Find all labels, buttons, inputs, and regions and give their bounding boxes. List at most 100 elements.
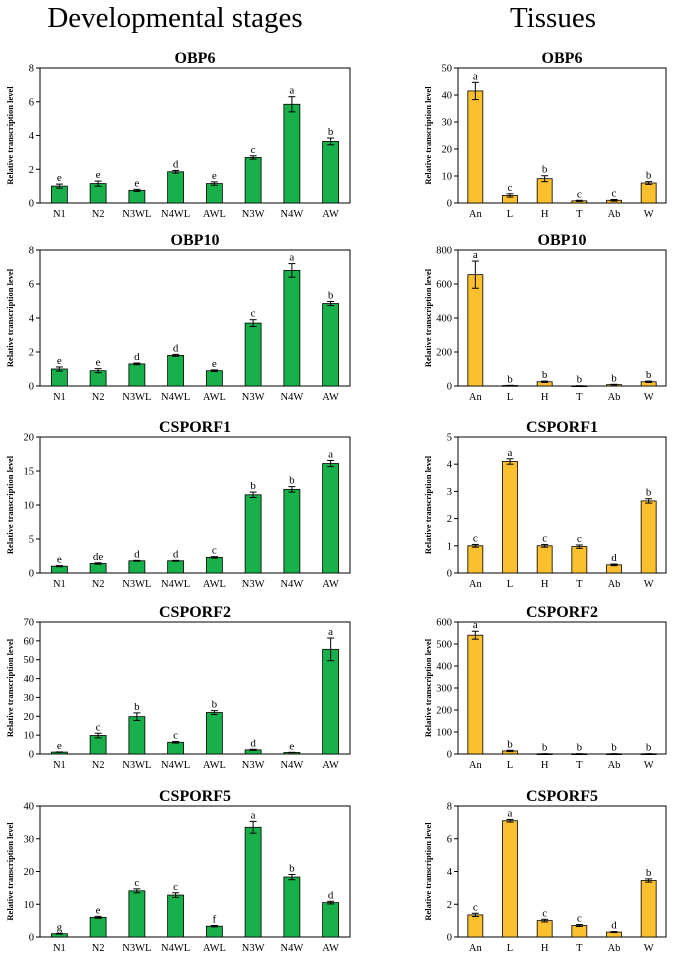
chart-tissues-csporf5-bar-h bbox=[536, 920, 553, 938]
chart-tissues-obp6-ytick-label: 20 bbox=[442, 145, 453, 156]
chart-stages-obp10-xtick-label-n3wl: N3WL bbox=[122, 392, 151, 403]
chart-stages-csporf2-bar-aw bbox=[322, 648, 340, 755]
chart-stages-obp10-ylabel: Relative transcription level bbox=[5, 268, 15, 367]
chart-stages-obp10-xtick-label-n4w: N4W bbox=[281, 392, 304, 403]
chart-stages-csporf5-plot-frame bbox=[39, 805, 351, 938]
chart-tissues-csporf5-ytick-label: 0 bbox=[447, 933, 452, 944]
chart-stages-obp6-sig-label-n1: e bbox=[57, 172, 62, 184]
chart-tissues-csporf1-xtick-label-t: T bbox=[576, 579, 583, 590]
chart-tissues-obp10-ylabel: Relative transcription level bbox=[423, 268, 433, 367]
chart-tissues-csporf2-title: CSPORF2 bbox=[526, 604, 598, 621]
chart-stages-obp6-xtick-label-n4wl: N4WL bbox=[161, 209, 190, 220]
chart-stages-csporf5-bar-n3w bbox=[244, 826, 262, 938]
chart-stages-obp6-sig-label-n4w: a bbox=[289, 85, 294, 97]
chart-stages-csporf5-sig-label-n2: e bbox=[96, 904, 101, 916]
chart-stages-csporf1-xtick-label-n3wl: N3WL bbox=[122, 579, 151, 590]
chart-stages-csporf2-sig-label-aw: a bbox=[328, 626, 333, 638]
chart-tissues-obp10-ytick-label: 0 bbox=[447, 382, 452, 393]
chart-tissues-obp6-xtick-label-h: H bbox=[541, 209, 549, 220]
chart-stages-csporf1-sig-label-n4wl: d bbox=[173, 548, 179, 560]
chart-stages-obp6-xtick-label-n3w: N3W bbox=[242, 209, 265, 220]
chart-tissues-csporf1-plot-frame bbox=[457, 436, 667, 574]
chart-stages-obp6-ytick-label: 2 bbox=[29, 165, 34, 176]
chart-tissues-csporf5-sig-label-ab: d bbox=[611, 920, 617, 932]
chart-stages-obp10-plot-frame bbox=[39, 249, 351, 387]
chart-tissues-csporf2-ytick-label: 200 bbox=[436, 706, 452, 717]
chart-tissues-obp6-bar-h bbox=[536, 178, 553, 204]
chart-tissues-csporf2-ytick-label: 300 bbox=[436, 684, 452, 695]
chart-tissues-csporf2-xtick-label-ab: Ab bbox=[608, 760, 621, 771]
chart-tissues-csporf5-sig-label-w: b bbox=[646, 867, 652, 879]
chart-stages-csporf5-sig-label-awl: f bbox=[213, 914, 217, 926]
chart-stages-csporf2-xtick-label-aw: AW bbox=[322, 760, 339, 771]
chart-stages-obp10-ytick-label: 2 bbox=[29, 348, 34, 359]
chart-tissues-obp6-ytick-label: 10 bbox=[442, 172, 453, 183]
chart-tissues-csporf1-xtick-label-an: An bbox=[469, 579, 483, 590]
chart-tissues-obp6-ytick-label: 0 bbox=[447, 199, 452, 210]
chart-stages-csporf2-ytick-label: 70 bbox=[24, 618, 35, 629]
chart-stages-csporf5-xtick-label-n4w: N4W bbox=[281, 943, 304, 954]
chart-tissues-obp10-xtick-label-t: T bbox=[576, 392, 583, 403]
chart-stages-obp6-sig-label-n3wl: e bbox=[134, 177, 139, 189]
chart-stages-csporf5-title: CSPORF5 bbox=[159, 788, 231, 805]
chart-stages-csporf1-xtick-label-n4w: N4W bbox=[281, 579, 304, 590]
chart-tissues-obp10-xtick-label-an: An bbox=[469, 392, 483, 403]
chart-stages-csporf2-ytick-label: 20 bbox=[24, 712, 35, 723]
chart-stages-obp10-xtick-label-aw: AW bbox=[322, 392, 339, 403]
chart-stages-obp6-xtick-label-n2: N2 bbox=[92, 209, 105, 220]
chart-tissues-csporf5-bar-w bbox=[640, 880, 657, 938]
chart-tissues-obp6-bar-w bbox=[640, 182, 657, 204]
chart-stages-obp10-sig-label-aw: b bbox=[328, 290, 334, 302]
chart-stages-obp6-sig-label-n3w: c bbox=[251, 144, 256, 156]
chart-stages-obp6-xtick-label-aw: AW bbox=[322, 209, 339, 220]
chart-stages-csporf2-xtick-label-n4wl: N4WL bbox=[161, 760, 190, 771]
chart-stages-csporf5-sig-label-aw: d bbox=[328, 889, 334, 901]
chart-stages-obp6-bar-awl bbox=[205, 183, 223, 204]
chart-stages-csporf5-sig-label-n3wl: c bbox=[134, 877, 139, 889]
chart-tissues-csporf2-ytick-label: 100 bbox=[436, 728, 452, 739]
chart-stages-csporf1-ytick-label: 10 bbox=[24, 501, 35, 512]
chart-tissues-csporf5-bar-an bbox=[467, 914, 484, 938]
chart-tissues-csporf1-xtick-label-h: H bbox=[541, 579, 549, 590]
chart-tissues-csporf5-ytick-label: 2 bbox=[447, 900, 452, 911]
chart-tissues-csporf2-xtick-label-h: H bbox=[541, 760, 549, 771]
chart-tissues-csporf5-sig-label-t: c bbox=[577, 913, 582, 925]
chart-tissues-obp6-sig-label-w: b bbox=[646, 170, 652, 182]
chart-tissues-obp10-ytick-label: 200 bbox=[436, 348, 452, 359]
chart-stages-csporf1-xtick-label-n1: N1 bbox=[53, 579, 66, 590]
chart-stages-csporf5-bar-aw bbox=[322, 902, 340, 938]
chart-stages-obp10-sig-label-awl: e bbox=[212, 358, 217, 370]
chart-stages-csporf2-sig-label-n3wl: b bbox=[134, 701, 140, 713]
chart-tissues-csporf1-sig-label-h: c bbox=[542, 532, 547, 544]
chart-stages-obp6-bar-n4wl bbox=[167, 171, 185, 204]
chart-stages-csporf5: CSPORF5 Relative transcription level 0 10 20… bbox=[5, 788, 351, 954]
chart-tissues-csporf5-ytick-label: 4 bbox=[447, 867, 453, 878]
chart-stages-obp6-bar-aw bbox=[322, 141, 340, 204]
chart-tissues-csporf1-ytick-label: 3 bbox=[447, 487, 452, 498]
chart-stages-obp10-xtick-label-n4wl: N4WL bbox=[161, 392, 190, 403]
chart-stages-csporf2-sig-label-n4wl: c bbox=[173, 730, 178, 742]
column-header-developmental-stages: Developmental stages bbox=[47, 2, 303, 34]
chart-stages-csporf5-sig-label-n4w: b bbox=[289, 862, 295, 874]
chart-stages-csporf5-xtick-label-n3w: N3W bbox=[242, 943, 265, 954]
chart-tissues-csporf1-sig-label-t: c bbox=[577, 533, 582, 545]
chart-stages-obp10-sig-label-n2: e bbox=[96, 357, 101, 369]
chart-stages-csporf1-ytick-label: 15 bbox=[24, 467, 35, 478]
chart-stages-obp6-xtick-label-awl: AWL bbox=[203, 209, 226, 220]
chart-stages-obp10-xtick-label-n2: N2 bbox=[92, 392, 105, 403]
chart-tissues-csporf1-sig-label-w: b bbox=[646, 487, 652, 499]
chart-stages-obp10-sig-label-n1: e bbox=[57, 355, 62, 367]
chart-stages-obp10-sig-label-n3wl: d bbox=[134, 351, 140, 363]
chart-stages-obp10-bar-n1 bbox=[50, 368, 68, 387]
chart-stages-csporf2-sig-label-n4w: e bbox=[289, 740, 294, 752]
chart-stages-obp10: OBP10 Relative transcription level 0 2 4 6 8 e N… bbox=[5, 232, 351, 403]
chart-tissues-csporf5-title: CSPORF5 bbox=[526, 788, 598, 805]
chart-tissues-csporf1-ytick-label: 1 bbox=[447, 541, 452, 552]
chart-tissues-csporf1-xtick-label-ab: Ab bbox=[608, 579, 621, 590]
chart-tissues-csporf5-xtick-label-t: T bbox=[576, 943, 583, 954]
chart-tissues-obp6-xtick-label-t: T bbox=[576, 209, 583, 220]
chart-tissues-obp6-ytick-label: 30 bbox=[442, 118, 453, 129]
chart-stages-csporf2-bar-n4wl bbox=[167, 741, 185, 755]
chart-stages-obp6-ylabel: Relative transcription level bbox=[5, 86, 15, 185]
chart-stages-obp10-ytick-label: 4 bbox=[29, 314, 35, 325]
